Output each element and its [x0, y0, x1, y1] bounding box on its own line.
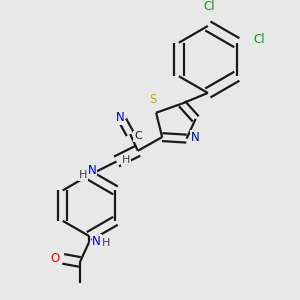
Text: C: C	[134, 131, 142, 142]
Text: N: N	[92, 235, 101, 248]
Text: H: H	[79, 170, 87, 180]
Text: N: N	[88, 164, 97, 177]
Text: Cl: Cl	[253, 33, 265, 46]
Text: H: H	[122, 155, 130, 165]
Text: H: H	[102, 238, 110, 248]
Text: N: N	[191, 130, 200, 144]
Text: O: O	[50, 252, 59, 265]
Text: Cl: Cl	[204, 0, 215, 13]
Text: N: N	[116, 111, 124, 124]
Text: S: S	[149, 94, 157, 106]
